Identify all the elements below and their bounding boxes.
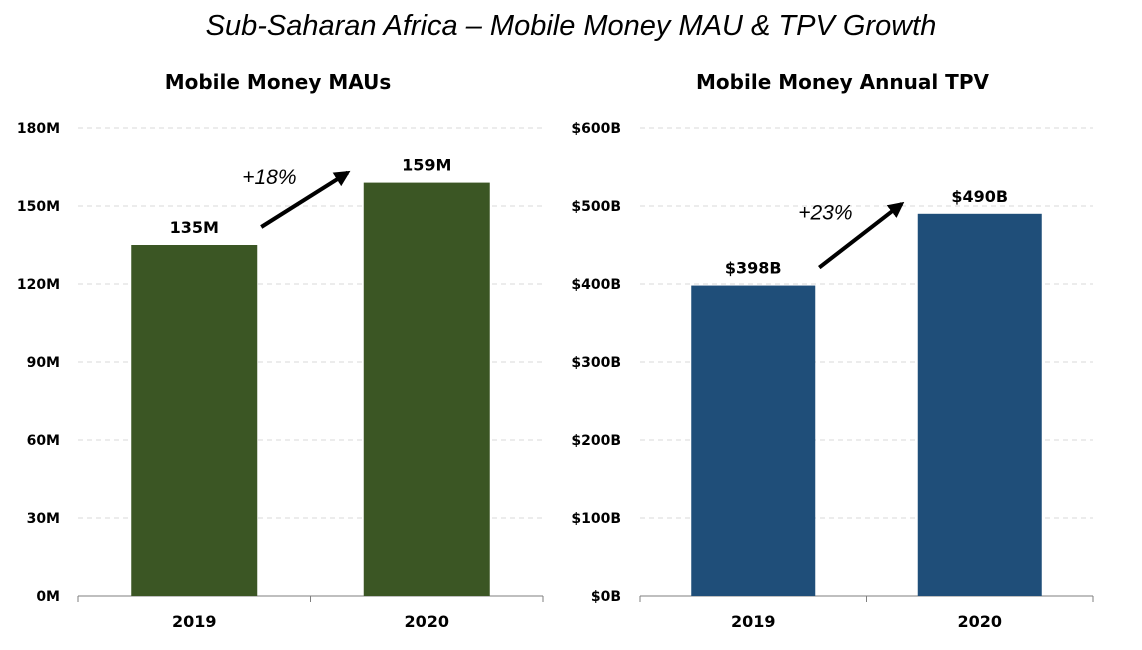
y-tick-label: $200B <box>571 433 621 449</box>
bar <box>917 213 1042 597</box>
data-label: 159M <box>402 156 451 175</box>
y-tick-label: $400B <box>571 277 621 293</box>
growth-arrow <box>818 201 905 270</box>
tpv-chart-title: Mobile Money Annual TPV <box>696 70 989 94</box>
data-label: $490B <box>951 187 1008 206</box>
y-tick-label: 120M <box>17 277 60 293</box>
bar <box>363 182 490 596</box>
x-tick-label: 2020 <box>957 612 1002 631</box>
mau-chart: 0M 30M 60M 90M 120M 150M 180M 135M 2019 159M 2020 +… <box>17 121 544 631</box>
growth-label: +18% <box>242 166 296 189</box>
x-tick-label: 2019 <box>172 612 217 631</box>
y-tick-label: 30M <box>27 511 60 527</box>
y-tick-label: 90M <box>27 355 60 371</box>
y-tick-label: $300B <box>571 355 621 371</box>
bar <box>691 285 816 596</box>
growth-label: +23% <box>798 202 852 225</box>
page-title: Sub-Saharan Africa – Mobile Money MAU & … <box>205 10 937 42</box>
y-tick-label: 0M <box>36 589 60 605</box>
x-tick-label: 2019 <box>731 612 776 631</box>
tpv-chart: $0B $100B $200B $300B $400B $500B $600B $398B 20… <box>571 121 1094 631</box>
y-tick-label: 150M <box>17 199 60 215</box>
growth-arrow <box>260 170 351 229</box>
y-tick-label: $100B <box>571 511 621 527</box>
data-label: 135M <box>170 218 219 237</box>
x-tick-label: 2020 <box>404 612 449 631</box>
mau-chart-title: Mobile Money MAUs <box>164 70 392 94</box>
bar <box>131 245 258 596</box>
y-tick-label: $0B <box>591 589 621 605</box>
y-tick-label: 60M <box>27 433 60 449</box>
y-tick-label: $500B <box>571 199 621 215</box>
data-label: $398B <box>725 259 782 278</box>
y-tick-label: 180M <box>17 121 60 137</box>
y-tick-label: $600B <box>571 121 621 137</box>
